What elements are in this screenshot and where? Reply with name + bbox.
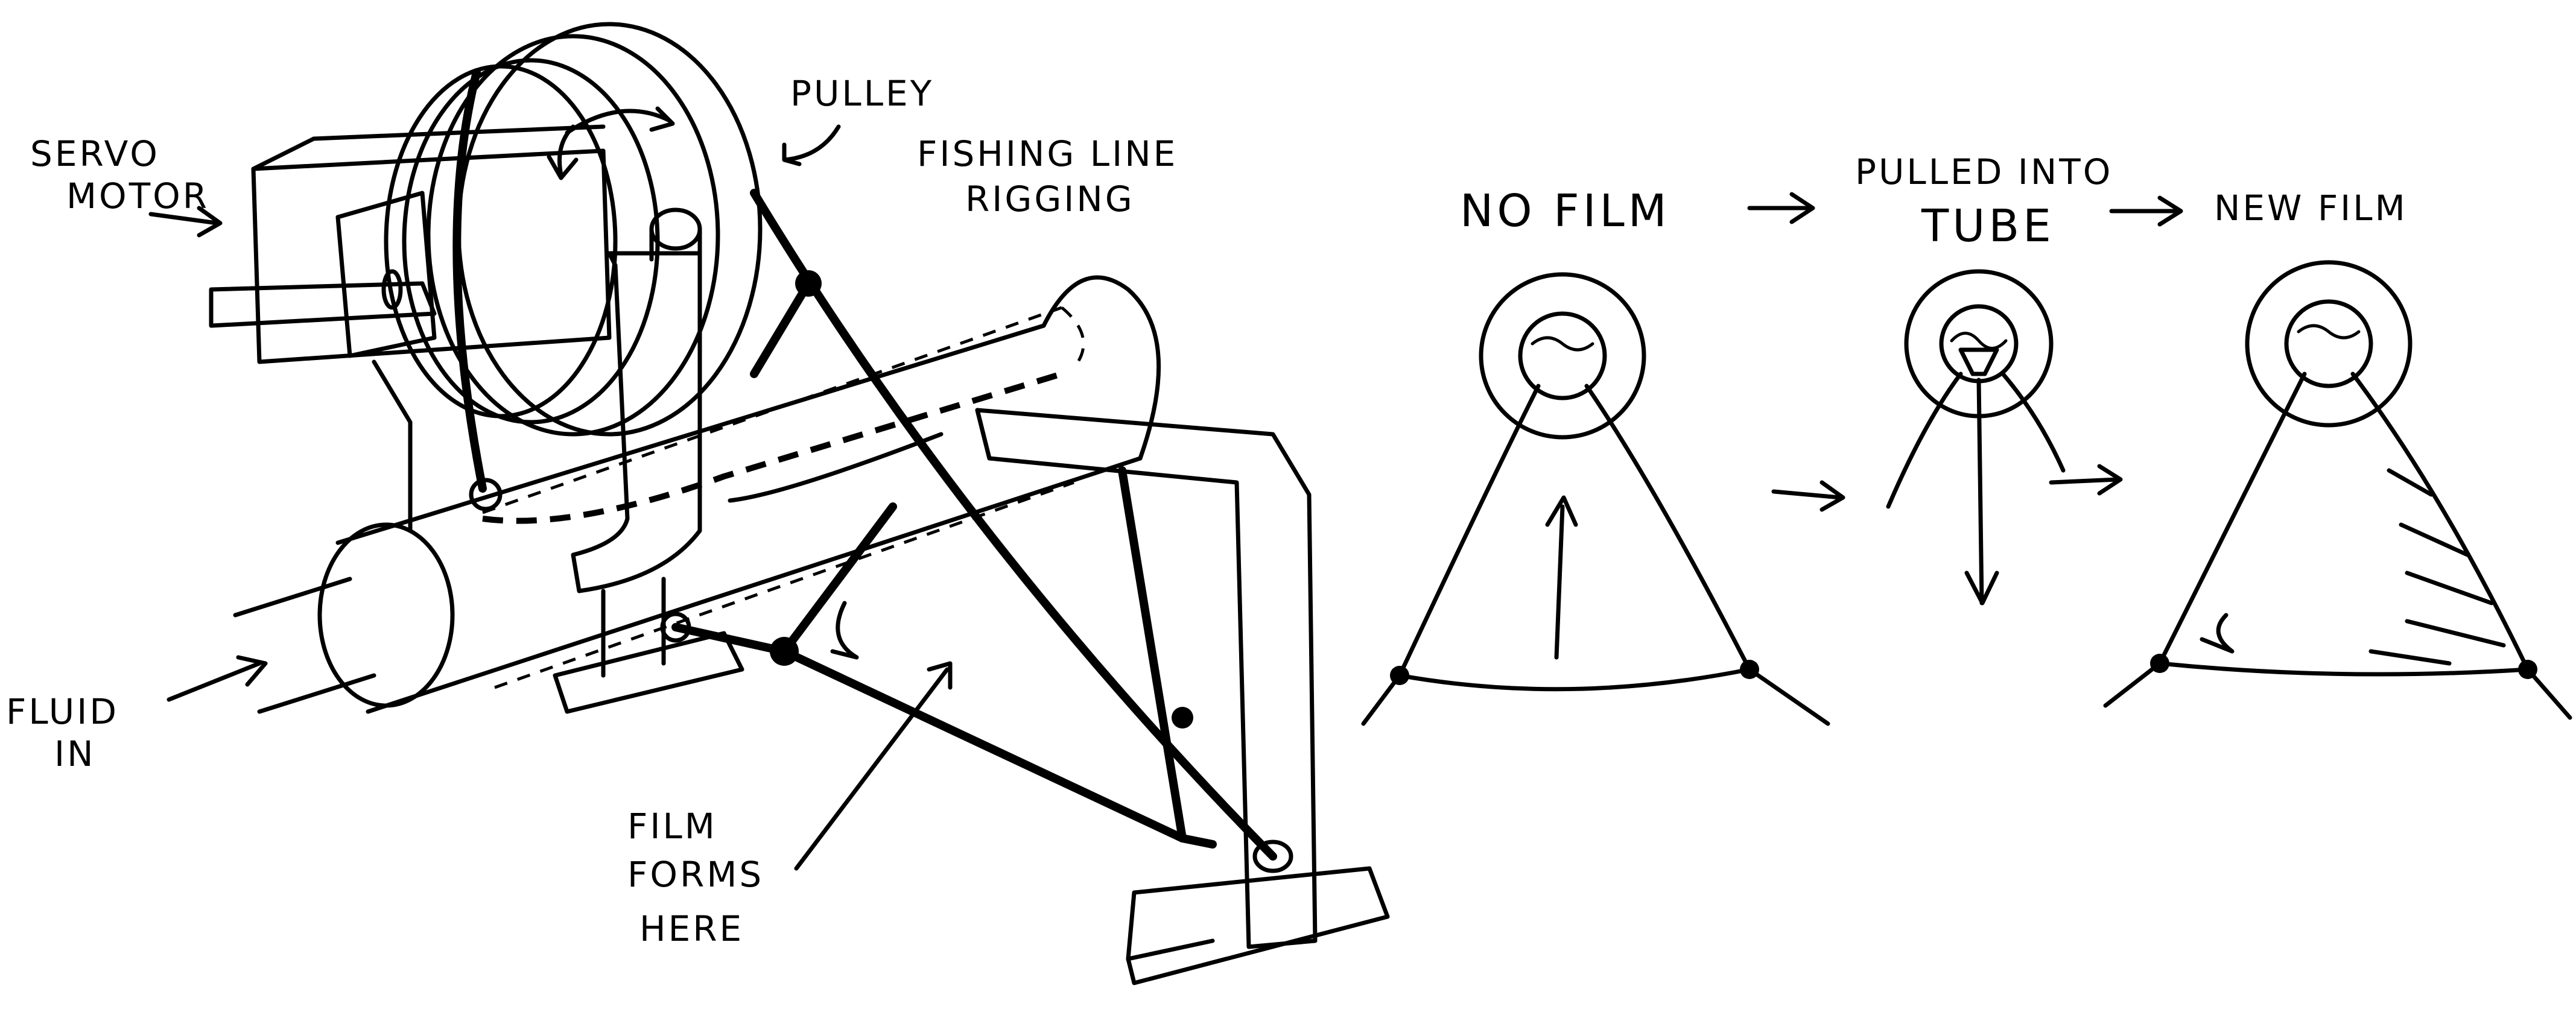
step1-to-step2-arrow: [1771, 480, 1845, 512]
fishing-line-label-line2: RIGGING: [965, 179, 1135, 220]
film-forms-arrow: [794, 661, 953, 871]
fishing-line-rigging: [660, 189, 1277, 861]
step2-to-step3-header-arrow: [2109, 195, 2183, 227]
film-forms-label-line1: FILM: [627, 806, 717, 847]
step3-label: NEW FILM: [2214, 188, 2408, 229]
film-forms-label-line3: HERE: [639, 908, 744, 949]
pulley-arrow: [782, 124, 841, 166]
servo-motor-label-line2: MOTOR: [66, 175, 209, 217]
servo-motor: [209, 124, 612, 533]
servo-arrow: [148, 206, 223, 238]
step1-no-film-diagram: [1361, 272, 1830, 726]
fluid-in-label-line1: FLUID: [6, 691, 119, 732]
fluid-in-arrow: [167, 655, 268, 702]
step2-to-step3-arrow: [2049, 464, 2123, 496]
step2-label-line2: TUBE: [1921, 200, 2055, 252]
pulley: [384, 22, 763, 493]
step2-label-line1: PULLED INTO: [1855, 151, 2113, 192]
film-forms-label-line2: FORMS: [627, 854, 764, 895]
fluid-in-label-line2: IN: [54, 733, 96, 774]
pulley-axle-bracket: [571, 207, 702, 593]
step1-label: NO FILM: [1460, 185, 1670, 237]
pulley-label: PULLEY: [790, 73, 934, 114]
fishing-line-label-line1: FISHING LINE: [917, 133, 1178, 174]
apparatus: [148, 22, 1390, 985]
sequence: NO FILM PULLED INTO TUBE NEW FILM: [1361, 151, 2572, 726]
stand: [553, 408, 1390, 985]
step1-to-step2-header-arrow: [1747, 192, 1815, 224]
servo-motor-label-line1: SERVO: [30, 133, 160, 174]
tube: [233, 275, 1161, 714]
step2-pulled-into-tube-diagram: [1886, 269, 2066, 605]
step3-new-film-diagram: [2103, 260, 2572, 720]
